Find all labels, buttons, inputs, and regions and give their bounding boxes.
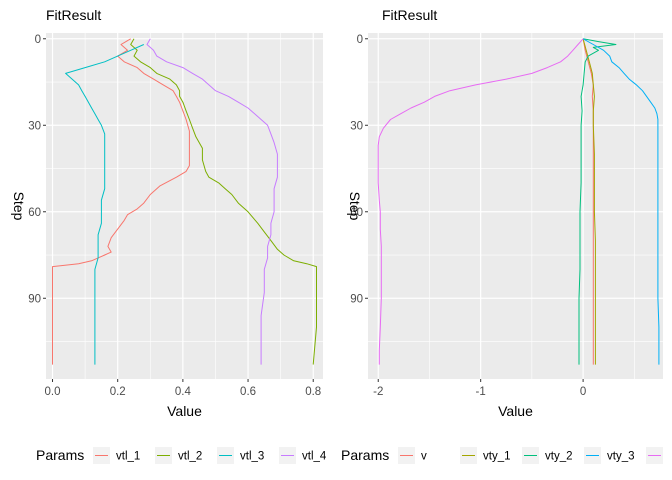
legend-item-vty-3: vty_3 xyxy=(584,447,635,464)
series-line-vty-3 xyxy=(582,38,660,365)
legend-label: v xyxy=(421,451,427,463)
series-line-series-5 xyxy=(377,38,584,365)
panel-title: FitResult xyxy=(46,7,101,23)
x-axis-title: Value xyxy=(498,403,533,419)
x-axis-title: Value xyxy=(167,403,202,419)
legend-item-v: v xyxy=(398,447,427,464)
series-line-v xyxy=(582,38,594,365)
series-line-vtl-2 xyxy=(130,38,317,365)
legend-title: Params xyxy=(36,447,84,463)
plot-background xyxy=(368,33,663,379)
legend-label: vty_2 xyxy=(545,451,573,463)
legend-label: vtl_2 xyxy=(178,451,202,463)
x-tick-label: -1 xyxy=(476,386,486,398)
legend-left: Params vtl_1 vtl_2 vtl_3 vtl_4 xyxy=(36,447,327,464)
legend-item-vtl-2: vtl_2 xyxy=(155,447,202,464)
legend-item-vtl-1: vtl_1 xyxy=(93,447,140,464)
x-tick-label: 0.8 xyxy=(305,386,321,398)
x-tick-label: 0.4 xyxy=(175,386,192,398)
legend-item-entry-5 xyxy=(646,447,663,464)
series-line-vtl-4 xyxy=(146,38,278,365)
x-tick-label: 0.2 xyxy=(110,386,126,398)
plot-background xyxy=(46,33,323,379)
x-tick-label: 0.6 xyxy=(240,386,256,398)
legend-label: vtl_1 xyxy=(116,451,140,463)
x-tick-label: 0 xyxy=(580,386,586,398)
x-tick-label: 0.0 xyxy=(45,386,61,398)
legend-item-vty-1: vty_1 xyxy=(460,447,511,464)
series-line-vty-2 xyxy=(578,38,617,365)
series-line-vtl-1 xyxy=(52,38,190,365)
y-tick-label: 60 xyxy=(28,207,41,219)
legend-label: vty_3 xyxy=(607,451,635,463)
legend-right: Params v vty_1 vty_2 vty_3 xyxy=(341,447,663,464)
y-axis-title: Step xyxy=(347,192,363,221)
y-tick-label: 90 xyxy=(350,293,363,305)
legend-label: vtl_4 xyxy=(302,451,327,463)
y-tick-label: 0 xyxy=(357,34,363,46)
y-tick-label: 30 xyxy=(350,120,363,132)
series-line-vtl-3 xyxy=(65,44,145,365)
legend-item-vtl-3: vtl_3 xyxy=(217,447,264,464)
y-tick-label: 60 xyxy=(350,207,363,219)
y-tick-label: 30 xyxy=(28,120,41,132)
legend-item-vty-2: vty_2 xyxy=(522,447,573,464)
fitresult-panel-right: FitResult -2 -1 0 0 30 60 90 Value Step xyxy=(347,7,663,419)
fitresult-panel-left: FitResult 0.0 0.2 0.4 0.6 0.8 0 30 60 90 Value Step xyxy=(11,7,323,419)
y-tick-label: 90 xyxy=(28,293,41,305)
series-line-vty-1 xyxy=(582,38,596,365)
legend-label: vtl_3 xyxy=(240,451,264,463)
x-tick-label: -2 xyxy=(373,386,383,398)
y-tick-label: 0 xyxy=(35,34,41,46)
legend-label: vty_1 xyxy=(483,451,511,463)
legend-title: Params xyxy=(341,447,389,463)
panel-title: FitResult xyxy=(382,7,437,23)
legend-item-vtl-4: vtl_4 xyxy=(279,447,327,464)
y-axis-title: Step xyxy=(11,192,27,221)
